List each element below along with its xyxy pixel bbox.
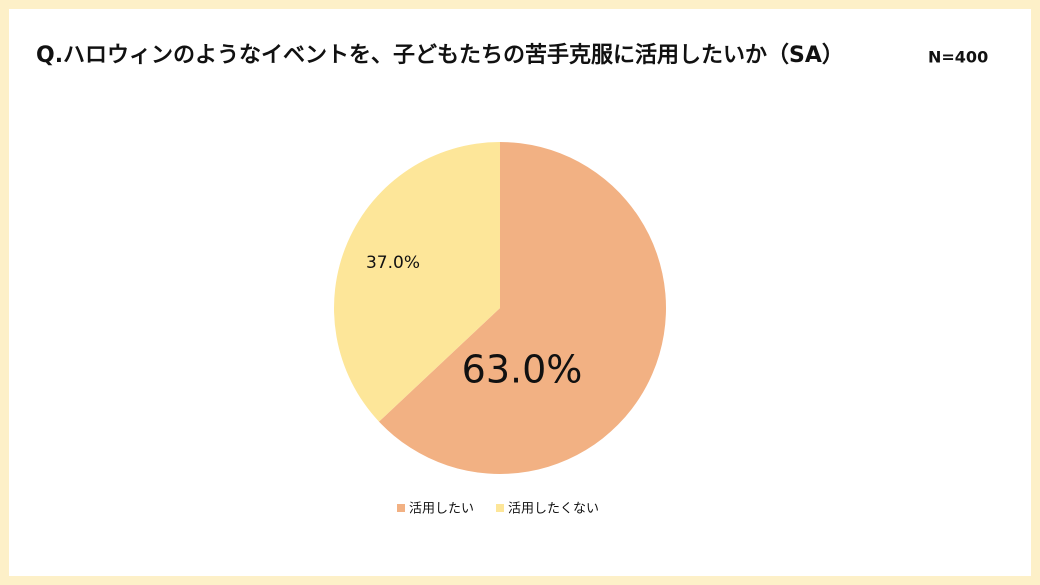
legend-swatch bbox=[397, 504, 405, 512]
legend-swatch bbox=[496, 504, 504, 512]
chart-note: N=400 bbox=[928, 48, 988, 67]
legend-label: 活用したい bbox=[409, 502, 474, 517]
data-label: 37.0% bbox=[366, 253, 420, 273]
chart-title: Q.ハロウィンのようなイベントを、子どもたちの苦手克服に活用したいか（SA） bbox=[36, 42, 844, 68]
legend-label: 活用したくない bbox=[508, 502, 599, 517]
data-label: 63.0% bbox=[462, 348, 583, 392]
pie-slice bbox=[378, 142, 666, 474]
pie-slice bbox=[333, 142, 500, 422]
